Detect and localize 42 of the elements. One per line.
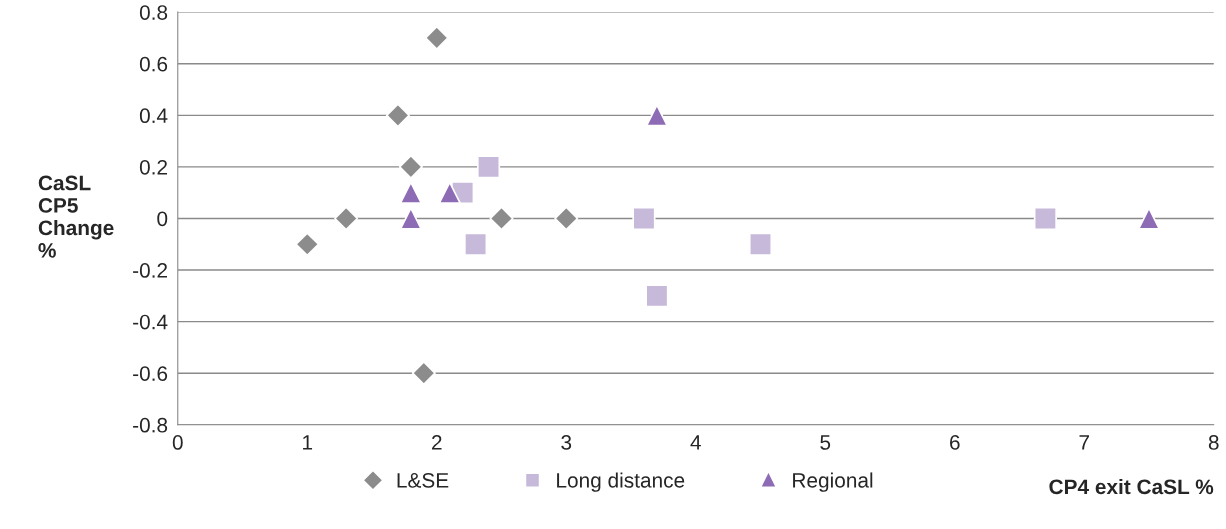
point [489,206,514,231]
x-tick-label: 2 [432,435,442,450]
point [399,207,422,230]
point [424,25,449,50]
point [645,284,669,308]
point [334,206,359,231]
point [295,232,320,257]
point [632,206,656,231]
y-tick-label: -0.6 [133,366,168,381]
point [385,103,410,128]
y-tick-label: -0.4 [133,314,168,330]
y-tick-label: -0.8 [133,417,168,433]
legend-label: Long distance [557,472,685,492]
legend-label: L&SE [397,472,449,488]
x-tick-label: 1 [303,435,313,450]
point [554,206,579,231]
x-tick-label: 3 [561,435,572,450]
y-tick-label: 0.2 [139,159,167,175]
y-tick-label: 0 [157,211,168,227]
point [399,181,422,204]
legend-label: Regional [793,472,873,492]
point [645,104,669,127]
point [1033,206,1057,231]
y-tick-label: 0.8 [139,5,168,20]
point [438,181,461,204]
y-tick-label: 0.6 [139,56,168,72]
x-axis-title: CP4 exit CaSL % [1049,478,1214,495]
x-tick-label: 4 [690,435,701,450]
x-tick-label: 6 [950,435,960,450]
y-tick-label: -0.2 [133,263,168,278]
point [464,232,488,256]
point [398,154,423,179]
point [1137,207,1161,230]
x-tick-label: 5 [820,435,831,450]
x-tick-label: 7 [1079,435,1089,450]
point [411,361,436,386]
y-axis-title: CaSL CP5 Change % [38,175,114,258]
x-tick-label: 0 [172,435,183,450]
point [748,232,773,256]
point [476,155,501,179]
y-tick-label: 0.4 [139,108,168,124]
x-tick-label: 8 [1208,435,1219,450]
